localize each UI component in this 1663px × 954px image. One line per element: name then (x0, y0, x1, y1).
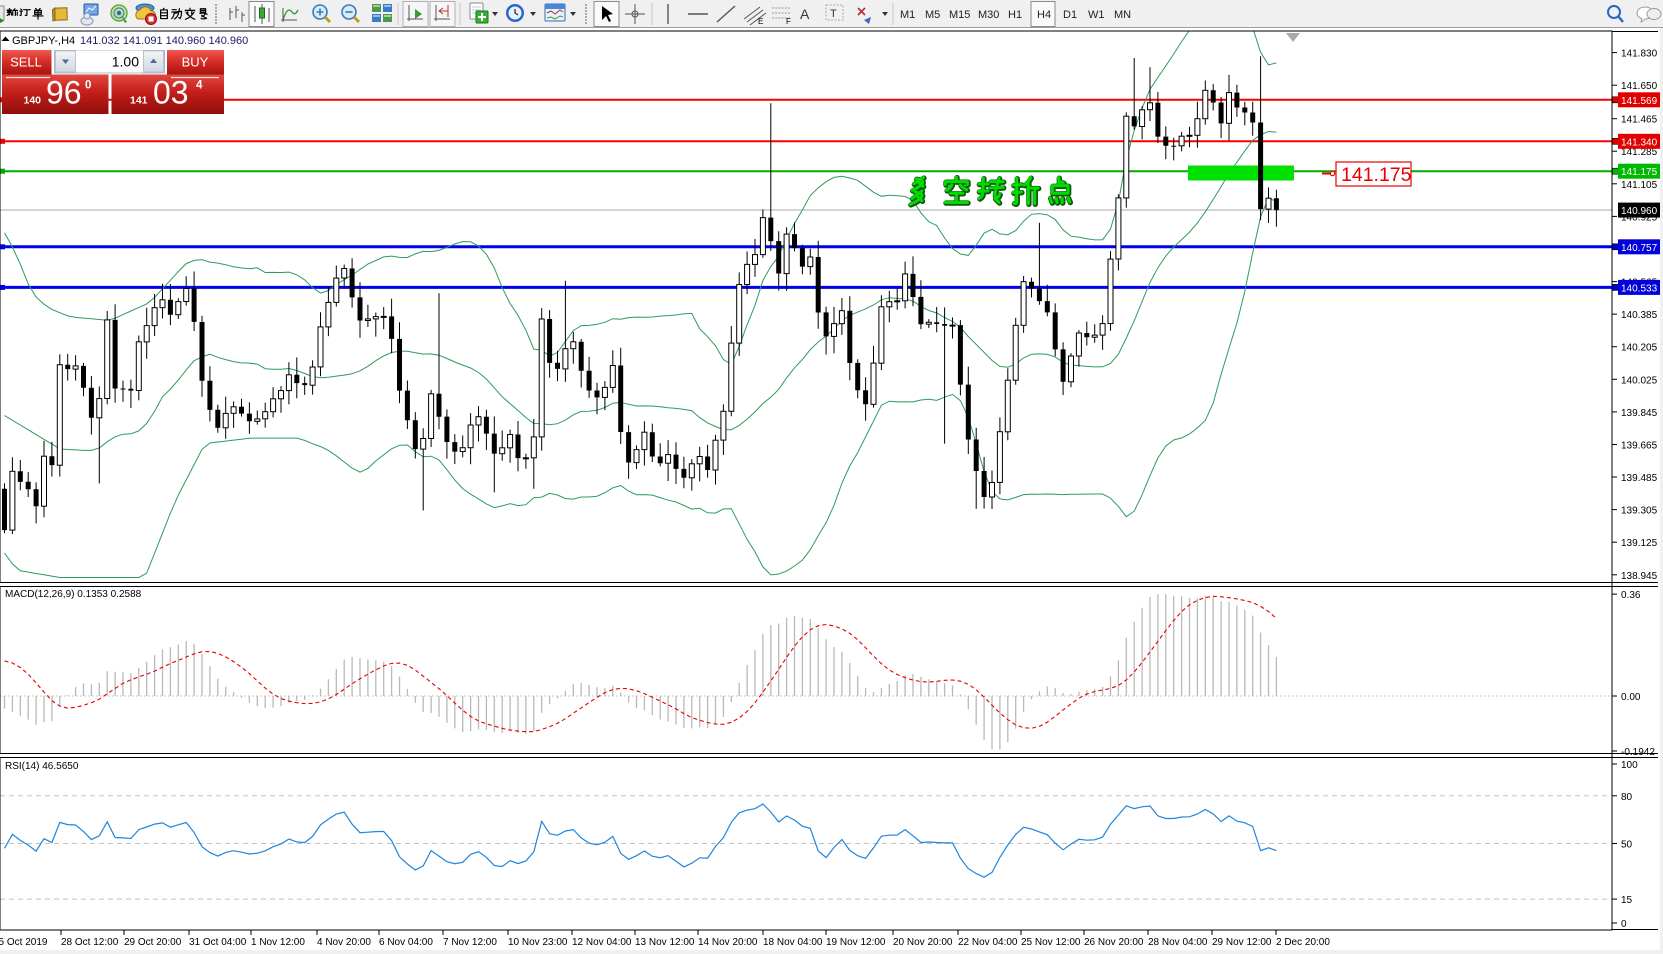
svg-text:22 Nov 04:00: 22 Nov 04:00 (958, 937, 1018, 948)
svg-text:-0.1942: -0.1942 (1621, 747, 1655, 758)
svg-text:E: E (758, 17, 763, 26)
svg-text:4: 4 (196, 80, 203, 92)
svg-text:140.960: 140.960 (1621, 206, 1658, 217)
svg-text:GBPJPY-,H4: GBPJPY-,H4 (12, 35, 75, 47)
svg-text:140.385: 140.385 (1621, 310, 1658, 321)
svg-text:29 Nov 12:00: 29 Nov 12:00 (1212, 937, 1272, 948)
svg-text:M5: M5 (925, 9, 940, 21)
svg-text:1 Nov 12:00: 1 Nov 12:00 (251, 937, 305, 948)
svg-text:M30: M30 (978, 9, 999, 21)
svg-text:138.945: 138.945 (1621, 571, 1658, 582)
svg-text:140.533: 140.533 (1621, 283, 1658, 294)
svg-text:141.032 141.091 140.960 140.96: 141.032 141.091 140.960 140.960 (80, 35, 248, 47)
svg-text:139.125: 139.125 (1621, 538, 1658, 549)
svg-text:140.925: 140.925 (1621, 212, 1658, 223)
svg-text:T: T (830, 8, 837, 20)
svg-text:MN: MN (1114, 9, 1131, 21)
svg-text:1.00: 1.00 (112, 54, 139, 70)
svg-text:M15: M15 (949, 9, 970, 21)
svg-text:14 Nov 20:00: 14 Nov 20:00 (698, 937, 758, 948)
svg-text:0: 0 (85, 80, 91, 92)
svg-text:F: F (786, 17, 791, 26)
svg-text:15: 15 (1621, 895, 1633, 906)
svg-text:29 Oct 20:00: 29 Oct 20:00 (124, 937, 182, 948)
svg-text:2 Dec 20:00: 2 Dec 20:00 (1276, 937, 1330, 948)
svg-text:25 Nov 12:00: 25 Nov 12:00 (1021, 937, 1081, 948)
svg-text:H1: H1 (1008, 9, 1022, 21)
svg-text:RSI(14) 46.5650: RSI(14) 46.5650 (5, 761, 79, 772)
svg-text:31 Oct 04:00: 31 Oct 04:00 (189, 937, 247, 948)
svg-text:140.205: 140.205 (1621, 343, 1658, 354)
svg-text:MACD(12,26,9) 0.1353 0.2588: MACD(12,26,9) 0.1353 0.2588 (5, 589, 142, 600)
svg-text:141.175: 141.175 (1621, 167, 1658, 178)
svg-text:BUY: BUY (182, 55, 209, 70)
svg-text:D1: D1 (1063, 9, 1077, 21)
svg-text:141.105: 141.105 (1621, 180, 1658, 191)
svg-text:139.305: 139.305 (1621, 506, 1658, 517)
svg-text:19 Nov 12:00: 19 Nov 12:00 (826, 937, 886, 948)
svg-text:0.36: 0.36 (1621, 590, 1641, 601)
svg-text:140.025: 140.025 (1621, 375, 1658, 386)
svg-text:SELL: SELL (10, 55, 42, 70)
svg-text:6 Nov 04:00: 6 Nov 04:00 (379, 937, 433, 948)
svg-text:139.485: 139.485 (1621, 473, 1658, 484)
svg-text:12 Nov 04:00: 12 Nov 04:00 (572, 937, 632, 948)
svg-text:W1: W1 (1088, 9, 1105, 21)
svg-text:141.285: 141.285 (1621, 147, 1658, 158)
svg-text:139.665: 139.665 (1621, 441, 1658, 452)
svg-text:M1: M1 (900, 9, 915, 21)
svg-text:50: 50 (1621, 840, 1633, 851)
svg-text:141.830: 141.830 (1621, 49, 1658, 60)
svg-text:20 Nov 20:00: 20 Nov 20:00 (893, 937, 953, 948)
svg-text:28 Oct 12:00: 28 Oct 12:00 (61, 937, 119, 948)
svg-text:140: 140 (24, 95, 42, 107)
svg-text:10 Nov 23:00: 10 Nov 23:00 (508, 937, 568, 948)
svg-text:A: A (800, 6, 810, 22)
svg-text:140.757: 140.757 (1621, 243, 1658, 254)
svg-text:H4: H4 (1037, 9, 1051, 21)
svg-text:0: 0 (1621, 919, 1627, 930)
svg-text:26 Nov 20:00: 26 Nov 20:00 (1084, 937, 1144, 948)
svg-text:96: 96 (46, 75, 82, 111)
svg-text:0.00: 0.00 (1621, 692, 1641, 703)
svg-text:100: 100 (1621, 760, 1638, 771)
svg-text:141: 141 (130, 95, 148, 107)
svg-text:141.650: 141.650 (1621, 81, 1658, 92)
svg-text:4 Nov 20:00: 4 Nov 20:00 (317, 937, 371, 948)
svg-text:13 Nov 12:00: 13 Nov 12:00 (635, 937, 695, 948)
svg-text:28 Nov 04:00: 28 Nov 04:00 (1148, 937, 1208, 948)
svg-text:141.465: 141.465 (1621, 115, 1658, 126)
svg-text:7 Nov 12:00: 7 Nov 12:00 (443, 937, 497, 948)
svg-text:139.845: 139.845 (1621, 408, 1658, 419)
svg-text:80: 80 (1621, 792, 1633, 803)
svg-text:25 Oct 2019: 25 Oct 2019 (0, 937, 48, 948)
svg-text:141.340: 141.340 (1621, 137, 1658, 148)
svg-text:18 Nov 04:00: 18 Nov 04:00 (763, 937, 823, 948)
svg-text:141.569: 141.569 (1621, 96, 1658, 107)
svg-text:03: 03 (153, 75, 189, 111)
svg-text:141.175: 141.175 (1341, 164, 1412, 186)
